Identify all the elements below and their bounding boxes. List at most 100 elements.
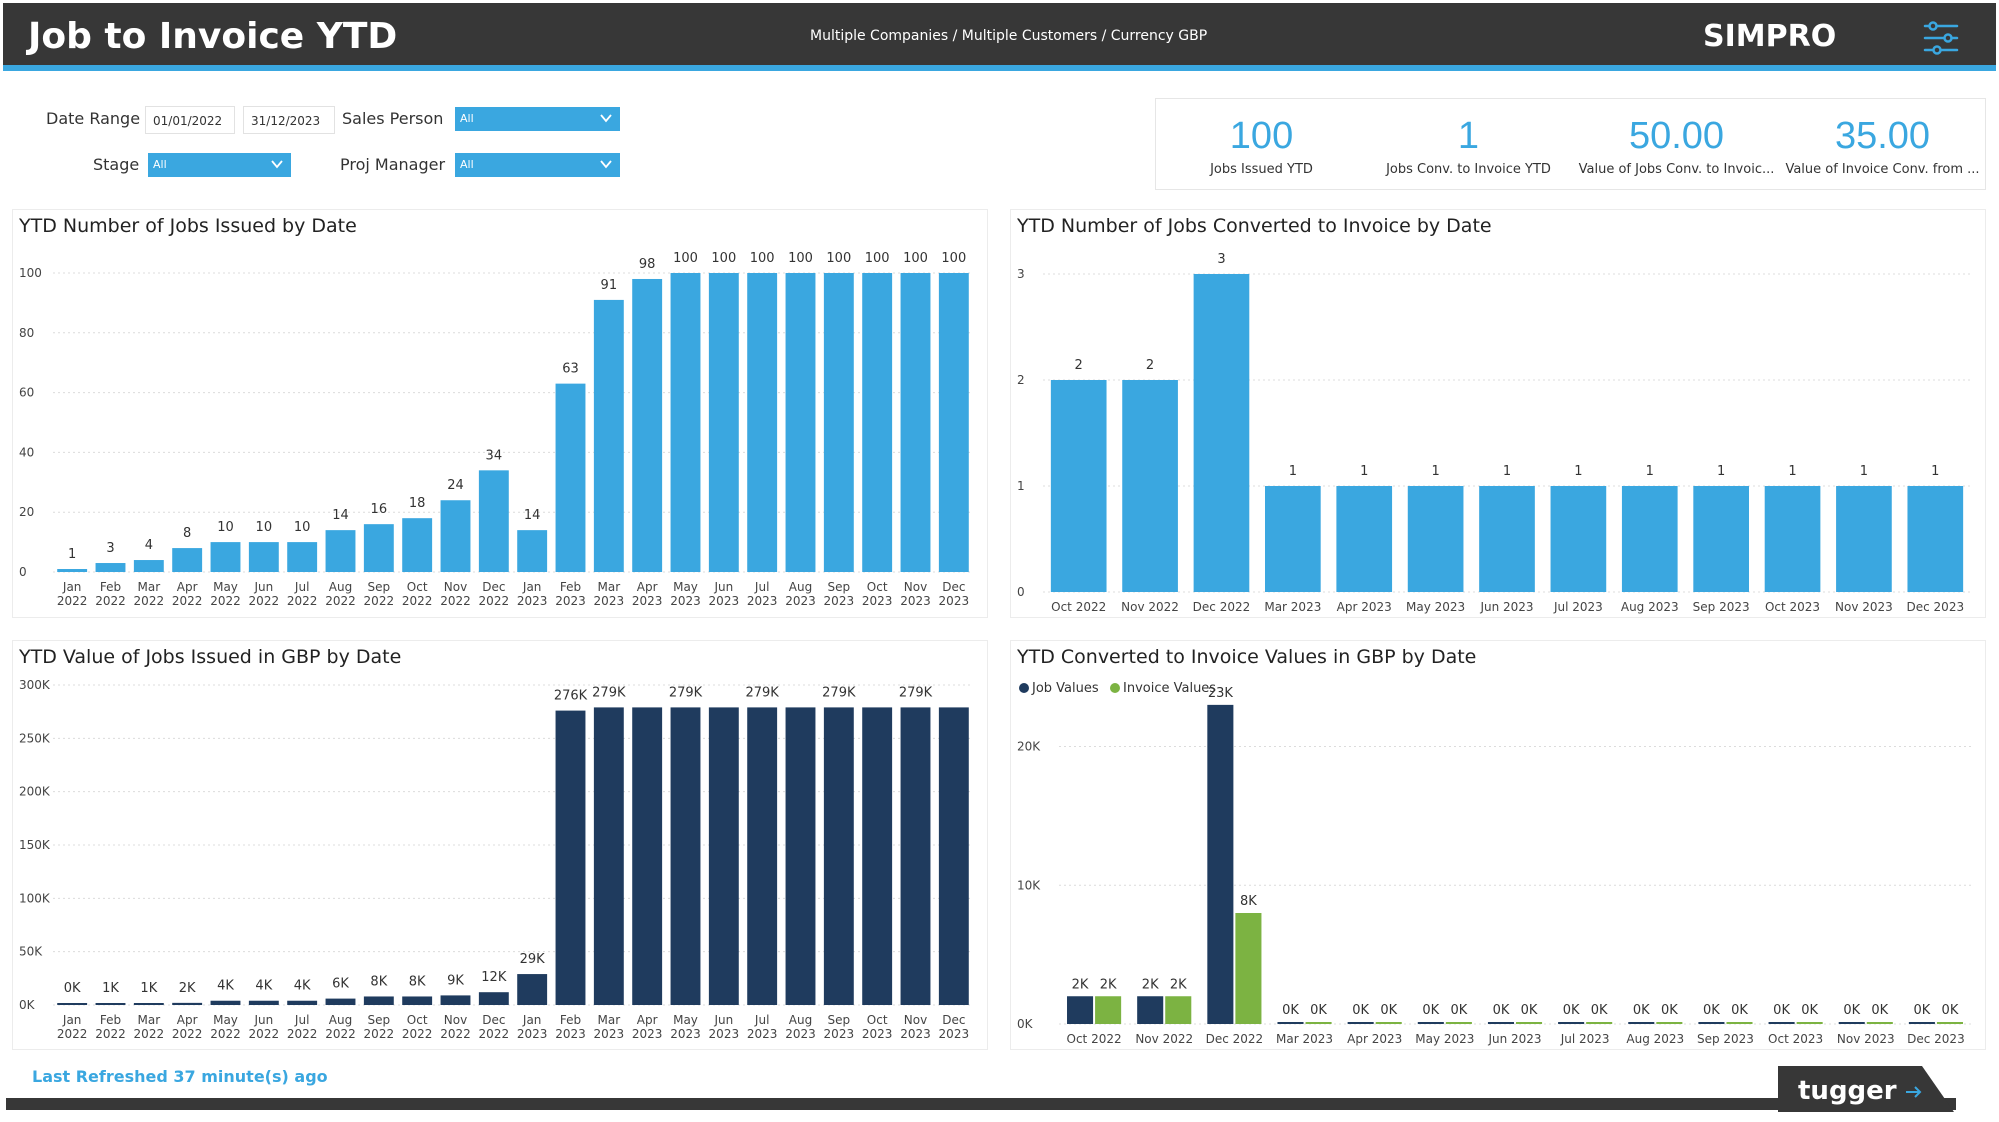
data-label: 34 [486, 448, 503, 463]
kpi-jobs-converted: 1 Jobs Conv. to Invoice YTD [1366, 99, 1571, 177]
chart-jobs-value-plot: 0K50K100K150K200K250K300KJan20220KFeb202… [19, 678, 973, 1041]
kpi-value: 1 [1457, 115, 1480, 157]
data-label: 8K [409, 974, 426, 989]
data-label: 279K [745, 685, 779, 700]
kpi-jobs-issued: 100 Jobs Issued YTD [1159, 99, 1364, 177]
data-label: 2K [1170, 977, 1187, 992]
x-tick-label: 2022 [364, 1027, 395, 1041]
bar [517, 974, 548, 1005]
data-label: 0K [1633, 1003, 1650, 1018]
kpi-caption: Jobs Conv. to Invoice YTD [1386, 162, 1551, 177]
x-tick-label: 2023 [785, 594, 816, 608]
x-tick-label: 2022 [287, 594, 318, 608]
x-tick-label: 2022 [249, 594, 280, 608]
x-tick-label: Jun [713, 580, 733, 594]
x-tick-label: Sep [828, 1013, 851, 1027]
data-label: 100 [711, 251, 736, 266]
bar [1277, 1022, 1304, 1024]
bar [1479, 486, 1535, 592]
simpro-logo: SIMPRO [1703, 19, 1837, 54]
sliders-icon[interactable] [1923, 21, 1959, 55]
bar [133, 560, 164, 572]
x-tick-label: Mar [138, 1013, 161, 1027]
data-label: 1 [1360, 464, 1368, 479]
chart-jobs-converted-plot: 0 1 2 3 Oct 2022 2 Nov 2022 2 Dec 2022 3 Mar 2023 1… [1017, 252, 1971, 614]
x-tick-label: 2022 [172, 1027, 203, 1041]
bar [325, 998, 356, 1005]
x-tick-label: Aug [789, 580, 812, 594]
x-tick-label: Apr [177, 1013, 198, 1027]
date-from-input[interactable]: 01/01/2022 [145, 106, 235, 134]
data-label: 279K [822, 685, 856, 700]
bar [1347, 1022, 1374, 1024]
stage-dropdown[interactable]: All [148, 153, 291, 177]
x-tick-label: Jul [294, 580, 309, 594]
data-label: 24 [447, 478, 464, 493]
bar [823, 707, 854, 1005]
y-tick-label: 100 [19, 266, 42, 280]
bar [1407, 486, 1464, 592]
data-label: 1 [1503, 464, 1511, 479]
x-tick-label: Apr 2023 [1337, 600, 1392, 614]
bar [1866, 1022, 1893, 1024]
chevron-down-icon [271, 160, 283, 169]
x-tick-label: Aug [329, 1013, 352, 1027]
date-to-input[interactable]: 31/12/2023 [243, 106, 335, 134]
bar [1305, 1022, 1332, 1024]
y-tick-label: 300K [19, 678, 51, 692]
data-label: 16 [371, 502, 388, 517]
bar [172, 1002, 203, 1005]
x-tick-label: Sep [828, 580, 851, 594]
x-tick-label: Nov 2023 [1837, 1032, 1895, 1046]
data-label: 23K [1208, 686, 1234, 701]
bar [1838, 1022, 1865, 1024]
data-label: 100 [788, 251, 813, 266]
x-tick-label: Jun [253, 580, 273, 594]
bar [402, 996, 433, 1005]
legend-label: Invoice Values [1123, 681, 1216, 696]
header-bar: Job to Invoice YTD Multiple Companies / … [3, 3, 1996, 71]
x-tick-label: Jun 2023 [1479, 600, 1533, 614]
bar [1936, 1022, 1963, 1024]
data-label: 1 [1931, 464, 1939, 479]
data-label: 63 [562, 362, 579, 377]
x-tick-label: Apr [637, 580, 658, 594]
x-tick-label: May 2023 [1415, 1032, 1474, 1046]
legend-marker-job-values [1019, 683, 1029, 693]
chevron-down-icon [600, 160, 612, 169]
data-label: 276K [554, 689, 588, 704]
x-tick-label: 2023 [939, 1027, 970, 1041]
bar [1907, 486, 1964, 592]
x-tick-label: 2023 [824, 594, 855, 608]
data-label: 1 [1646, 464, 1654, 479]
x-tick-label: Feb [560, 580, 581, 594]
stage-label: Stage [93, 155, 140, 174]
x-tick-label: 2023 [939, 594, 970, 608]
legend-label: Job Values [1031, 681, 1099, 696]
sales-person-dropdown[interactable]: All [455, 107, 620, 131]
data-label: 1 [1574, 464, 1582, 479]
data-label: 100 [865, 251, 890, 266]
y-tick-label: 250K [19, 731, 51, 745]
x-tick-label: Mar 2023 [1276, 1032, 1333, 1046]
page-title: Job to Invoice YTD [28, 16, 398, 57]
x-tick-label: Oct [867, 1013, 888, 1027]
bar [670, 273, 701, 572]
data-label: 1 [1860, 464, 1868, 479]
x-tick-label: Jan [522, 1013, 542, 1027]
x-tick-label: Sep [368, 580, 391, 594]
x-tick-label: Oct [407, 580, 428, 594]
x-tick-label: Nov 2023 [1835, 600, 1893, 614]
bar [478, 470, 509, 572]
data-label: 0K [1703, 1003, 1720, 1018]
data-label: 279K [899, 685, 933, 700]
x-tick-label: Mar 2023 [1264, 600, 1321, 614]
bar [1336, 486, 1393, 592]
proj-manager-dropdown[interactable]: All [455, 153, 620, 177]
x-tick-label: Feb [100, 1013, 121, 1027]
y-tick-label: 10K [1017, 878, 1041, 892]
bar [1586, 1022, 1613, 1024]
bar [823, 273, 854, 572]
kpi-caption: Jobs Issued YTD [1210, 162, 1313, 177]
y-tick-label: 100K [19, 891, 51, 905]
